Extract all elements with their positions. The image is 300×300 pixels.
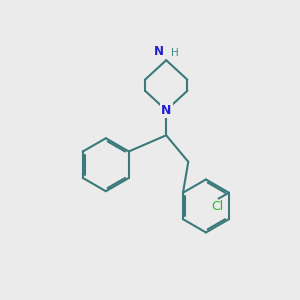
Text: N: N [154,45,164,58]
Text: N: N [161,104,171,117]
Text: Cl: Cl [211,200,223,213]
Text: H: H [172,48,179,58]
